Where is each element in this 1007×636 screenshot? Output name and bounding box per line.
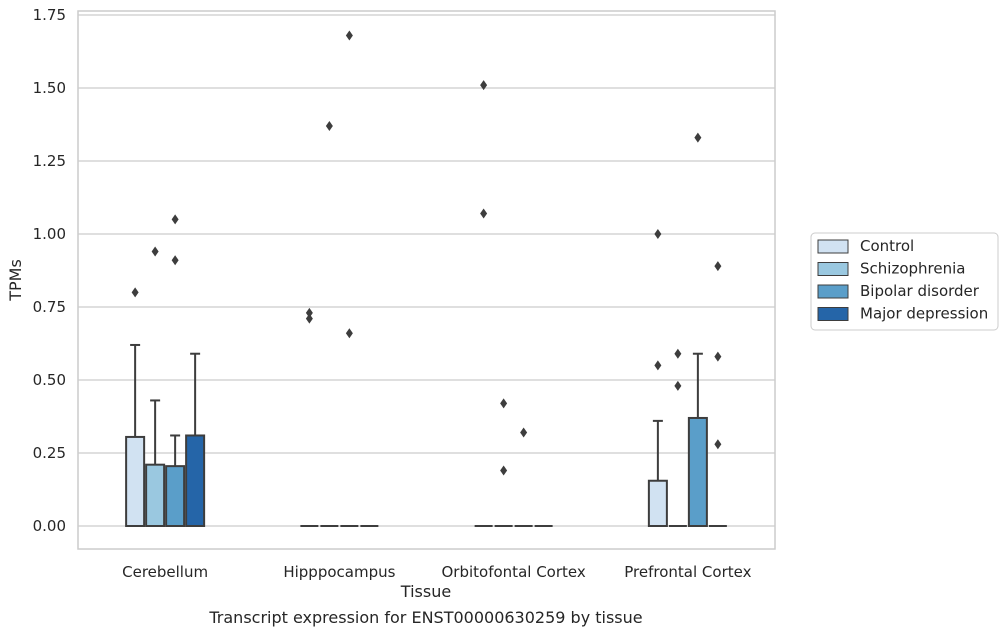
outlier-marker [520,427,528,438]
y-tick-label: 0.25 [33,444,66,462]
outlier-marker [674,380,682,391]
y-tick-label: 0.75 [33,298,66,316]
outlier-marker [714,351,722,362]
legend-label: Bipolar disorder [860,282,980,300]
box [687,416,708,527]
legend: Control Schizophrenia Bipolar disorder Majo… [810,232,999,331]
legend-label: Major depression [860,305,988,323]
box-schizophrenia [145,246,166,527]
legend-swatch [817,239,849,254]
box-bipolar-disorder [687,132,708,527]
y-tick-label: 1.50 [33,79,66,97]
outlier-marker [151,246,159,257]
box-schizophrenia [320,120,339,527]
legend-swatch [817,307,849,321]
x-tick-label: Orbitofontal Cortex [442,563,586,581]
outlier-marker [171,214,179,225]
outlier-marker [345,30,353,41]
outlier-marker [674,348,682,359]
x-axis-label: Tissue [400,582,451,601]
y-tick-label: 0.50 [33,371,66,389]
y-tick-label: 1.75 [33,6,66,24]
box-control [125,287,146,527]
y-tick-labels: 0.00 0.25 0.50 0.75 1.00 1.25 1.50 1.75 [33,6,66,535]
box [165,465,186,528]
box-control [300,307,319,527]
outlier-marker [714,261,722,272]
x-tick-label: Hipppocampus [283,563,395,581]
box-major-depression [708,261,727,527]
outlier-marker [654,229,662,239]
outlier-marker [345,328,353,339]
outlier-marker [305,307,313,318]
outlier-marker [131,287,139,298]
outlier-marker [714,439,722,450]
box-bipolar-disorder [514,427,533,527]
y-tick-label: 0.00 [33,517,66,535]
legend-label: Control [860,237,914,255]
legend-frame [810,232,999,331]
x-tick-label: Prefrontal Cortex [624,563,751,581]
y-tick-label: 1.00 [33,225,66,243]
box-major-depression [185,352,206,528]
y-axis-label: TPMs [6,259,25,302]
box [125,435,146,527]
outlier-marker [305,313,313,324]
x-tick-label: Cerebellum [122,563,208,581]
grid-lines [78,14,775,527]
box-schizophrenia [668,348,687,527]
plot-frame [77,10,776,550]
box [145,463,166,527]
x-tick-labels: Cerebellum Hipppocampus Orbitofontal Corte… [122,563,751,581]
box [647,479,668,527]
box-control [647,229,668,527]
box-bipolar-disorder [340,30,359,527]
box-control [474,80,493,527]
box-schizophrenia [494,398,513,527]
legend-swatch [817,262,849,276]
outlier-marker [694,132,702,143]
outlier-marker [480,80,488,91]
legend-label: Schizophrenia [860,260,965,278]
box-plots [125,30,727,528]
outlier-marker [480,208,488,219]
outlier-marker [654,360,662,371]
y-tick-label: 1.25 [33,152,66,170]
outlier-marker [500,398,508,409]
box-bipolar-disorder [165,214,186,528]
chart-title: Transcript expression for ENST0000063025… [208,608,642,627]
outlier-marker [500,465,508,476]
outlier-marker [325,120,333,131]
outlier-marker [171,255,179,266]
box [185,434,206,528]
legend-swatch [817,284,849,299]
